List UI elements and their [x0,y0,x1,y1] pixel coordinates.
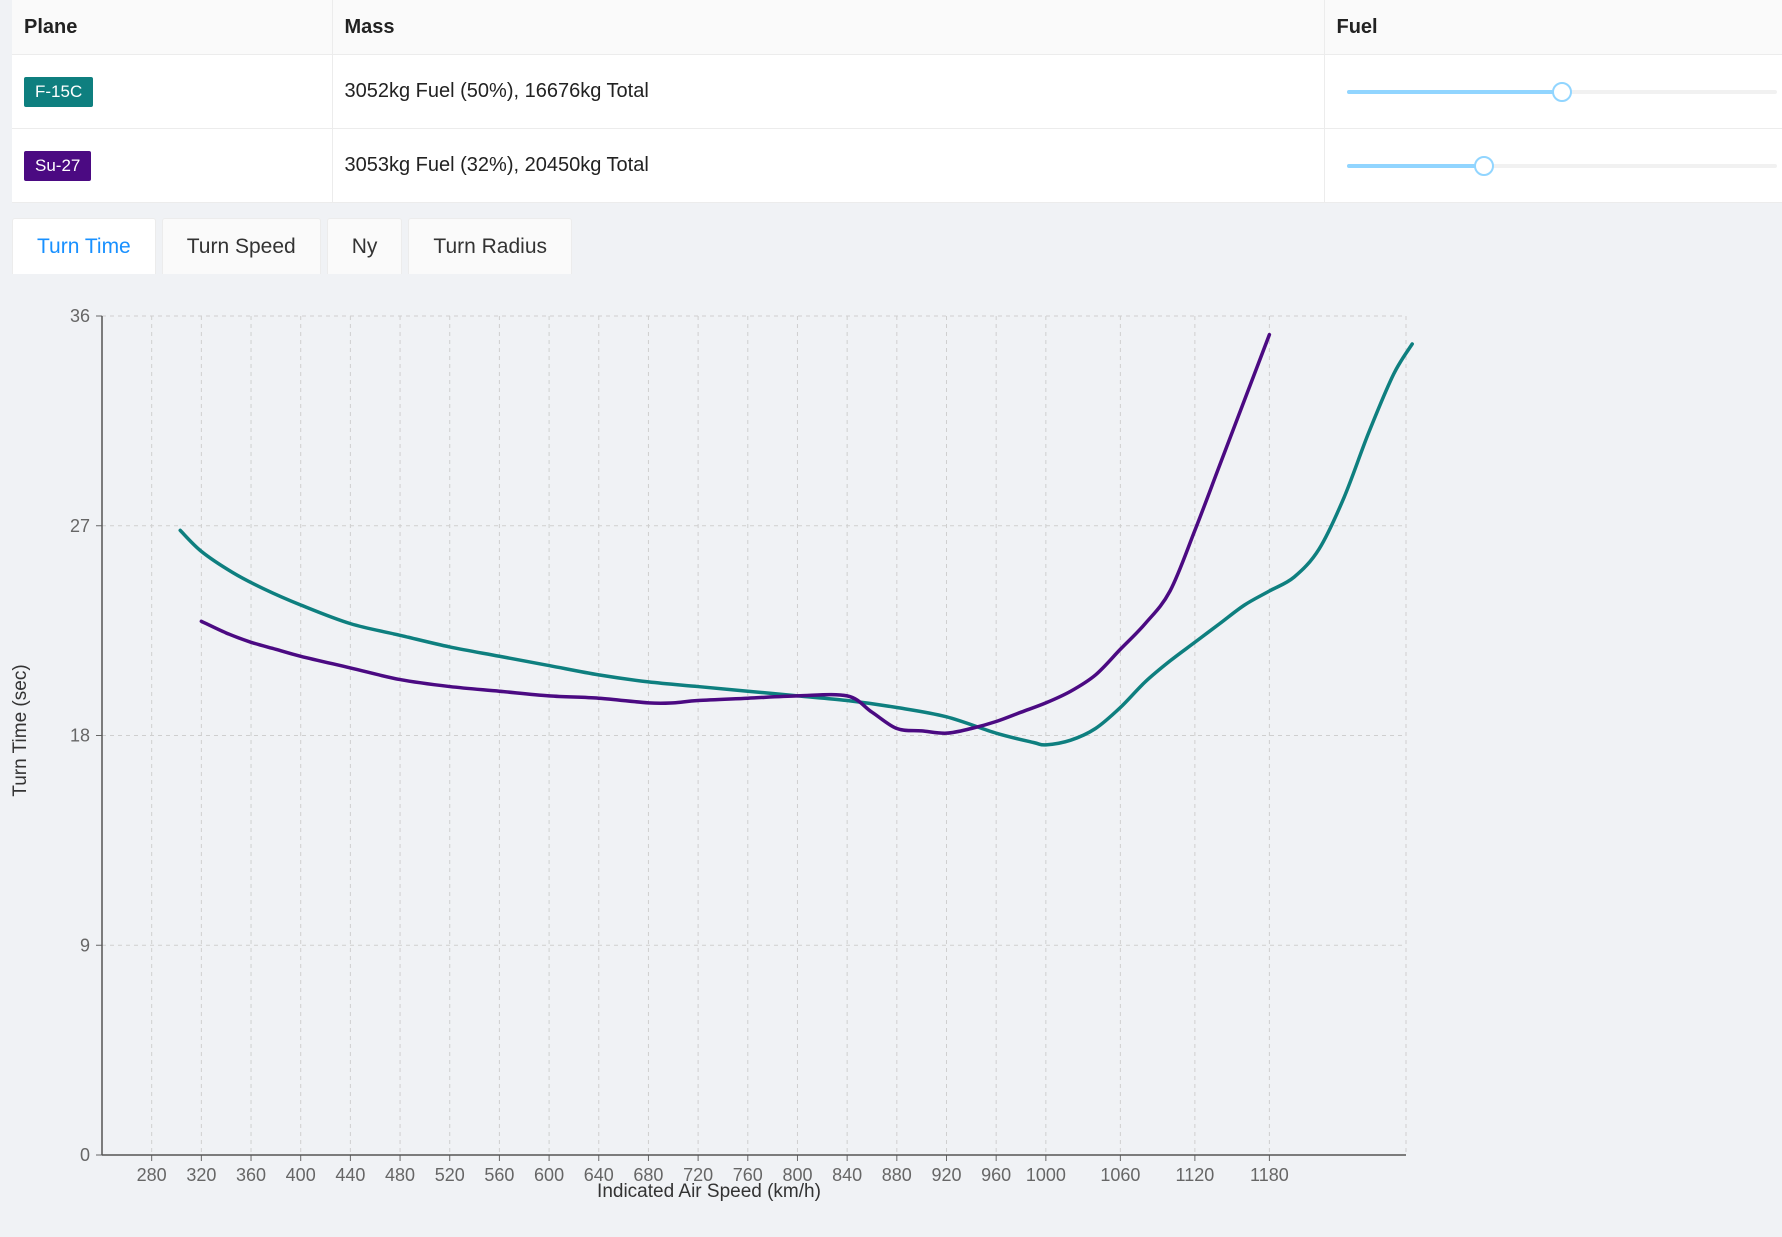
chart-lines [178,332,1414,747]
fuel-slider-su27[interactable] [1337,155,1777,177]
x-tick-label: 360 [236,1165,266,1185]
x-tick-label: 1000 [1026,1165,1066,1185]
y-tick-label: 27 [70,516,90,536]
slider-rail [1346,163,1777,168]
turn-time-chart: 280 320 360 400 440 480 520 560 600 640 680 720 760 8… [10,306,1414,1202]
slider-track [1346,163,1485,168]
plane-cell: F-15C [12,54,333,129]
x-tick-label: 1120 [1176,1165,1215,1185]
y-tick-label: 36 [70,306,90,326]
x-tick-label: 640 [584,1165,614,1185]
x-tick-label: 760 [733,1165,763,1185]
x-tick-label: 1180 [1250,1165,1289,1185]
tab-turn-speed[interactable]: Turn Speed [161,218,321,274]
x-tick-label: 840 [832,1165,862,1185]
x-tick-label: 280 [137,1165,167,1185]
tab-ny[interactable]: Ny [326,218,403,274]
fuel-slider-f15c[interactable] [1337,81,1777,103]
x-tick-label: 480 [385,1165,415,1185]
x-tick-label: 680 [633,1165,663,1185]
chart-grid [102,315,1407,1155]
y-tick-label: 0 [80,1145,90,1165]
x-tick-label: 880 [882,1165,912,1185]
x-axis-label: Indicated Air Speed (km/h) [597,1181,821,1202]
tab-turn-radius[interactable]: Turn Radius [408,218,572,274]
series-line-su27 [199,332,1272,735]
x-tick-label: 1060 [1100,1165,1140,1185]
table-row: Su-27 3053kg Fuel (32%), 20450kg Total [12,128,1782,203]
plane-table: Plane Mass Fuel F-15C 3052kg Fuel (50%),… [12,0,1782,203]
mass-cell: 3053kg Fuel (32%), 20450kg Total [332,128,1325,203]
x-tick-label: 600 [534,1165,564,1185]
slider-handle[interactable] [1474,155,1495,176]
x-tick-label: 920 [931,1165,961,1185]
table-header-row: Plane Mass Fuel [12,0,1782,55]
x-tick-label: 520 [435,1165,465,1185]
header-mass: Mass [332,0,1325,55]
plane-cell: Su-27 [12,128,333,203]
x-tick-label: 400 [286,1165,316,1185]
fuel-cell [1324,54,1782,129]
x-tick-label: 800 [782,1165,812,1185]
x-tick-label: 440 [335,1165,365,1185]
header-fuel: Fuel [1324,0,1782,55]
chart-tabs: Turn Time Turn Speed Ny Turn Radius [12,218,578,274]
mass-cell: 3052kg Fuel (50%), 16676kg Total [332,54,1325,129]
plane-tag-su27[interactable]: Su-27 [24,150,92,181]
fuel-cell [1324,128,1782,203]
x-tick-label: 320 [186,1165,216,1185]
y-tick-label: 18 [70,726,90,746]
y-tick-label: 9 [80,935,90,955]
plane-tag-f15c[interactable]: F-15C [24,76,94,107]
x-tick-label: 560 [484,1165,514,1185]
x-tick-label: 720 [683,1165,713,1185]
series-line-f15c [178,342,1414,747]
x-tick-label: 960 [981,1165,1011,1185]
y-axis-label: Turn Time (sec) [10,664,31,796]
chart-axes: 280 320 360 400 440 480 520 560 600 640 680 720 760 8… [70,306,1406,1185]
table-row: F-15C 3052kg Fuel (50%), 16676kg Total [12,54,1782,129]
slider-track [1346,89,1562,94]
header-plane: Plane [12,0,333,55]
slider-handle[interactable] [1551,81,1572,102]
tab-turn-time[interactable]: Turn Time [12,218,156,274]
